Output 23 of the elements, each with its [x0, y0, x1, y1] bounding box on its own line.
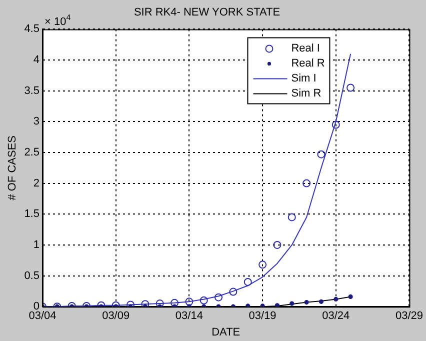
legend-label: Real R	[291, 58, 325, 70]
y-tick-label: 3	[33, 116, 40, 128]
x-tick-label: 03/19	[248, 310, 276, 322]
y-tick-label: 0.5	[24, 270, 40, 282]
y-tick-label: 2.5	[24, 146, 40, 159]
y-axis-title: # OF CASES	[6, 136, 19, 200]
x-tick-label: 03/24	[322, 310, 350, 322]
legend-label: Sim R	[291, 88, 322, 100]
x-tick-label: 03/14	[175, 310, 203, 322]
x-tick-label: 03/29	[395, 310, 423, 322]
chart-title: SIR RK4- NEW YORK STATE	[134, 6, 280, 19]
x-axis-title: DATE	[212, 326, 240, 338]
legend-label: Real I	[291, 42, 320, 55]
x-tick-label: 03/04	[28, 310, 56, 322]
y-tick-label: 4.5	[24, 23, 40, 36]
y-tick-label: 4	[33, 54, 40, 66]
y-tick-label: 3.5	[24, 84, 40, 97]
y-tick-label: 1	[33, 238, 40, 251]
x-tick-label: 03/09	[102, 310, 130, 322]
legend-label: Sim I	[291, 72, 316, 85]
y-tick-label: 2	[33, 177, 40, 190]
y-tick-label: 0	[33, 300, 40, 313]
y-tick-label: 1.5	[24, 208, 40, 220]
